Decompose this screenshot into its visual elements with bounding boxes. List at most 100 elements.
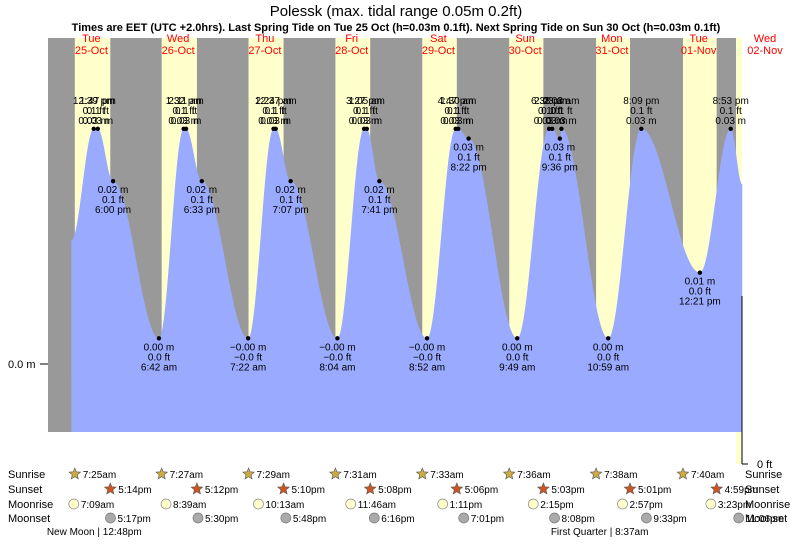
tide-point — [110, 178, 116, 184]
chart-subtitle: Times are EET (UTC +2.0hrs). Last Spring… — [72, 22, 721, 34]
moonset-time: 9:33pm — [653, 514, 686, 525]
tide-height-ft-label: −0.0 ft — [323, 352, 351, 363]
moon-phase-time: 12:48pm — [103, 527, 142, 538]
tide-height-ft-label: 0.1 ft — [175, 106, 197, 117]
moon-phase-name: New Moon — [47, 527, 95, 538]
sunrise-icon — [155, 467, 169, 480]
tide-height-m-label: 0.03 m — [534, 116, 565, 127]
tide-time-label: 3:27 pm — [346, 96, 382, 107]
sunrise-icon — [68, 467, 82, 480]
date-label: 02-Nov — [747, 45, 783, 57]
sunset-icon — [710, 482, 724, 495]
sunset-time: 5:08pm — [378, 485, 411, 496]
moon-phases: New Moon | 12:48pm First Quarter | 8:37am — [47, 527, 649, 538]
moon-phase-time: 8:37am — [615, 527, 648, 538]
tide-time-label: 1:47 pm — [80, 96, 116, 107]
tide-height-m-label: 0.03 m — [83, 116, 114, 127]
sunset-icon — [103, 482, 117, 495]
tide-time-label: 12:39 pm — [73, 96, 115, 107]
sunset-time: 5:12pm — [205, 485, 238, 496]
date-label: 27-Oct — [248, 45, 281, 57]
day-of-week-label: Fri — [345, 33, 358, 45]
tide-time-label: 8:04 am — [319, 362, 355, 373]
tide-height-m-label: 0.00 m — [502, 342, 533, 353]
tide-point — [557, 136, 563, 141]
sunset-time: 4:59pm — [725, 485, 758, 496]
sunrise-icon — [589, 467, 603, 480]
tide-height-m-label: 0.03 m — [545, 143, 576, 154]
day-of-week-label: Wed — [167, 33, 189, 45]
tide-height-m-label: 0.02 m — [364, 185, 395, 196]
tide-height-m-label: 0.03 m — [171, 116, 202, 127]
moonset-time: 5:48pm — [293, 514, 326, 525]
tide-height-m-label: 0.02 m — [187, 185, 218, 196]
tide-point — [546, 126, 552, 131]
legend-label-left: Sunset — [8, 484, 42, 496]
tide-point — [697, 270, 703, 275]
sun-moon-legend-right: Sunrise Sunset Moonrise Moonset — [745, 469, 790, 525]
tide-height-ft-label: 0.1 ft — [720, 106, 742, 117]
tide-point — [424, 336, 430, 341]
tide-extreme-marks: 12:39 pm0.1 ft0.03 m1:47 pm0.1 ft0.03 m0… — [73, 96, 749, 374]
chart-title: Polessk (max. tidal range 0.05m 0.2ft) — [270, 3, 523, 20]
tide-height-m-label: 0.03 m — [168, 116, 199, 127]
sunset-icon — [536, 482, 550, 495]
moon-phase-separator: | — [607, 527, 615, 538]
moonrise-time: 11:46am — [358, 500, 396, 511]
legend-label-right: Moonset — [745, 513, 787, 525]
day-of-week-label: Thu — [255, 33, 274, 45]
tide-time-label: 8:09 pm — [623, 96, 659, 107]
tide-time-label: 12:21 pm — [679, 297, 721, 308]
sunrise-time: 7:40am — [691, 470, 724, 481]
tide-time-label: 9:49 am — [499, 362, 535, 373]
sunset-icon — [450, 482, 464, 495]
tide-height-m-label: 0.00 m — [593, 342, 624, 353]
tide-height-m-label: 0.01 m — [685, 277, 716, 288]
tide-height-ft-label: 0.1 ft — [550, 106, 572, 117]
tide-height-m-label: 0.03 m — [546, 116, 577, 127]
legend-label-left: Sunrise — [8, 469, 45, 481]
tide-time-label: 8:22 pm — [451, 163, 487, 174]
tide-time-label: 1:32 pm — [166, 96, 202, 107]
tide-point — [728, 126, 733, 131]
tide-time-label: 6:42 am — [141, 362, 177, 373]
date-label: 29-Oct — [422, 45, 455, 57]
date-label: 28-Oct — [335, 45, 368, 57]
tide-time-label: 6:38 pm — [531, 96, 567, 107]
date-label: 01-Nov — [681, 45, 717, 57]
moonrise-icon — [68, 498, 80, 510]
sunrise-icon — [676, 467, 690, 480]
tide-height-m-label: 0.02 m — [98, 185, 129, 196]
tide-height-ft-label: 0.1 ft — [630, 106, 652, 117]
tide-time-label: 7:22 am — [230, 362, 266, 373]
tide-height-ft-label: 0.1 ft — [83, 106, 105, 117]
tide-point — [273, 126, 278, 131]
tide-height-ft-label: 0.1 ft — [279, 195, 301, 206]
tide-point — [199, 178, 205, 184]
sunrise-icon — [502, 467, 516, 480]
legend-label-left: Moonrise — [8, 499, 53, 511]
sunset-time: 5:10pm — [292, 485, 325, 496]
tide-height-m-label: 0.03 m — [258, 116, 289, 127]
sunrise-time: 7:36am — [517, 470, 550, 481]
tide-height-m-label: 0.03 m — [626, 116, 657, 127]
sun-moon-legend-left: Sunrise Sunset Moonrise Moonset — [8, 469, 53, 525]
moonset-time: 7:01pm — [471, 514, 504, 525]
tide-time-label: 2:24 pm — [255, 96, 291, 107]
sunrise-time: 7:33am — [430, 470, 463, 481]
sunset-time: 5:06pm — [465, 485, 498, 496]
date-label: 25-Oct — [75, 45, 108, 57]
legend-label-right: Sunset — [745, 484, 779, 496]
moonset-icon — [733, 512, 745, 524]
tide-height-ft-label: 0.1 ft — [447, 106, 469, 117]
tide-height-m-label: 0.03 m — [537, 116, 568, 127]
moonrise-time: 10:13am — [265, 500, 304, 511]
moonset-time: 11:06pm — [746, 514, 784, 525]
moonset-time: 8:08pm — [562, 514, 595, 525]
tide-height-ft-label: 0.0 ft — [689, 287, 711, 298]
moonrise-icon — [437, 498, 449, 510]
tide-height-m-label: 0.02 m — [275, 185, 306, 196]
tide-point — [364, 126, 370, 131]
